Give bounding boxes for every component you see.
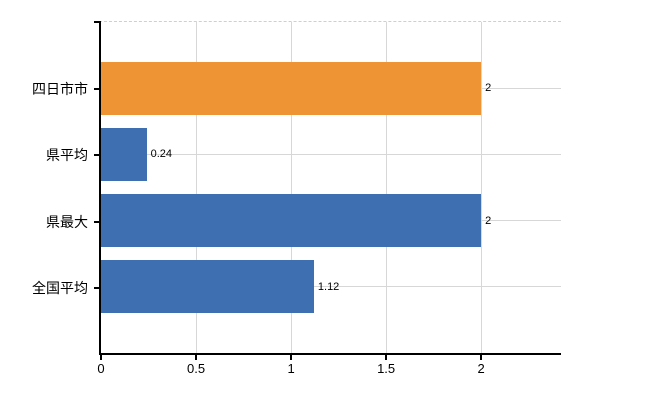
category-label: 全国平均 [32,279,88,296]
x-tick-label: 0 [97,361,105,376]
category-label: 四日市市 [32,81,88,98]
x-tick-label: 1 [287,361,295,376]
y-axis-tick [94,286,101,289]
v-gridline [195,22,197,353]
x-tick-label: 0.5 [186,361,206,376]
bar-value-label: 0.24 [150,148,173,161]
bar-2 [101,194,482,248]
bar-3 [101,260,314,314]
x-axis-tick [195,353,198,360]
x-tick-label: 2 [477,361,485,376]
y-axis-tick [94,220,101,223]
x-axis-tick [480,353,483,360]
h-gridline [101,286,561,288]
y-axis-top-tick [94,21,101,23]
bar-value-label: 2 [485,214,492,227]
h-gridline [101,153,561,155]
y-axis-tick [94,88,101,91]
plot-area: 2 0.24 2 1.12 [99,21,561,355]
bar-value-label: 1.12 [317,280,340,293]
v-gridline [290,22,292,353]
y-axis-tick [94,154,101,157]
x-tick-label: 1.5 [377,361,396,376]
bar-1 [101,127,147,181]
x-axis-tick [100,353,102,360]
category-label: 県平均 [46,147,88,164]
x-axis-tick [385,353,388,360]
bar-0 [101,61,482,115]
x-axis-tick [290,353,293,360]
v-gridline [385,22,387,353]
bar-value-label: 2 [485,82,492,95]
v-gridline [480,22,482,353]
category-label: 県最大 [46,213,88,230]
